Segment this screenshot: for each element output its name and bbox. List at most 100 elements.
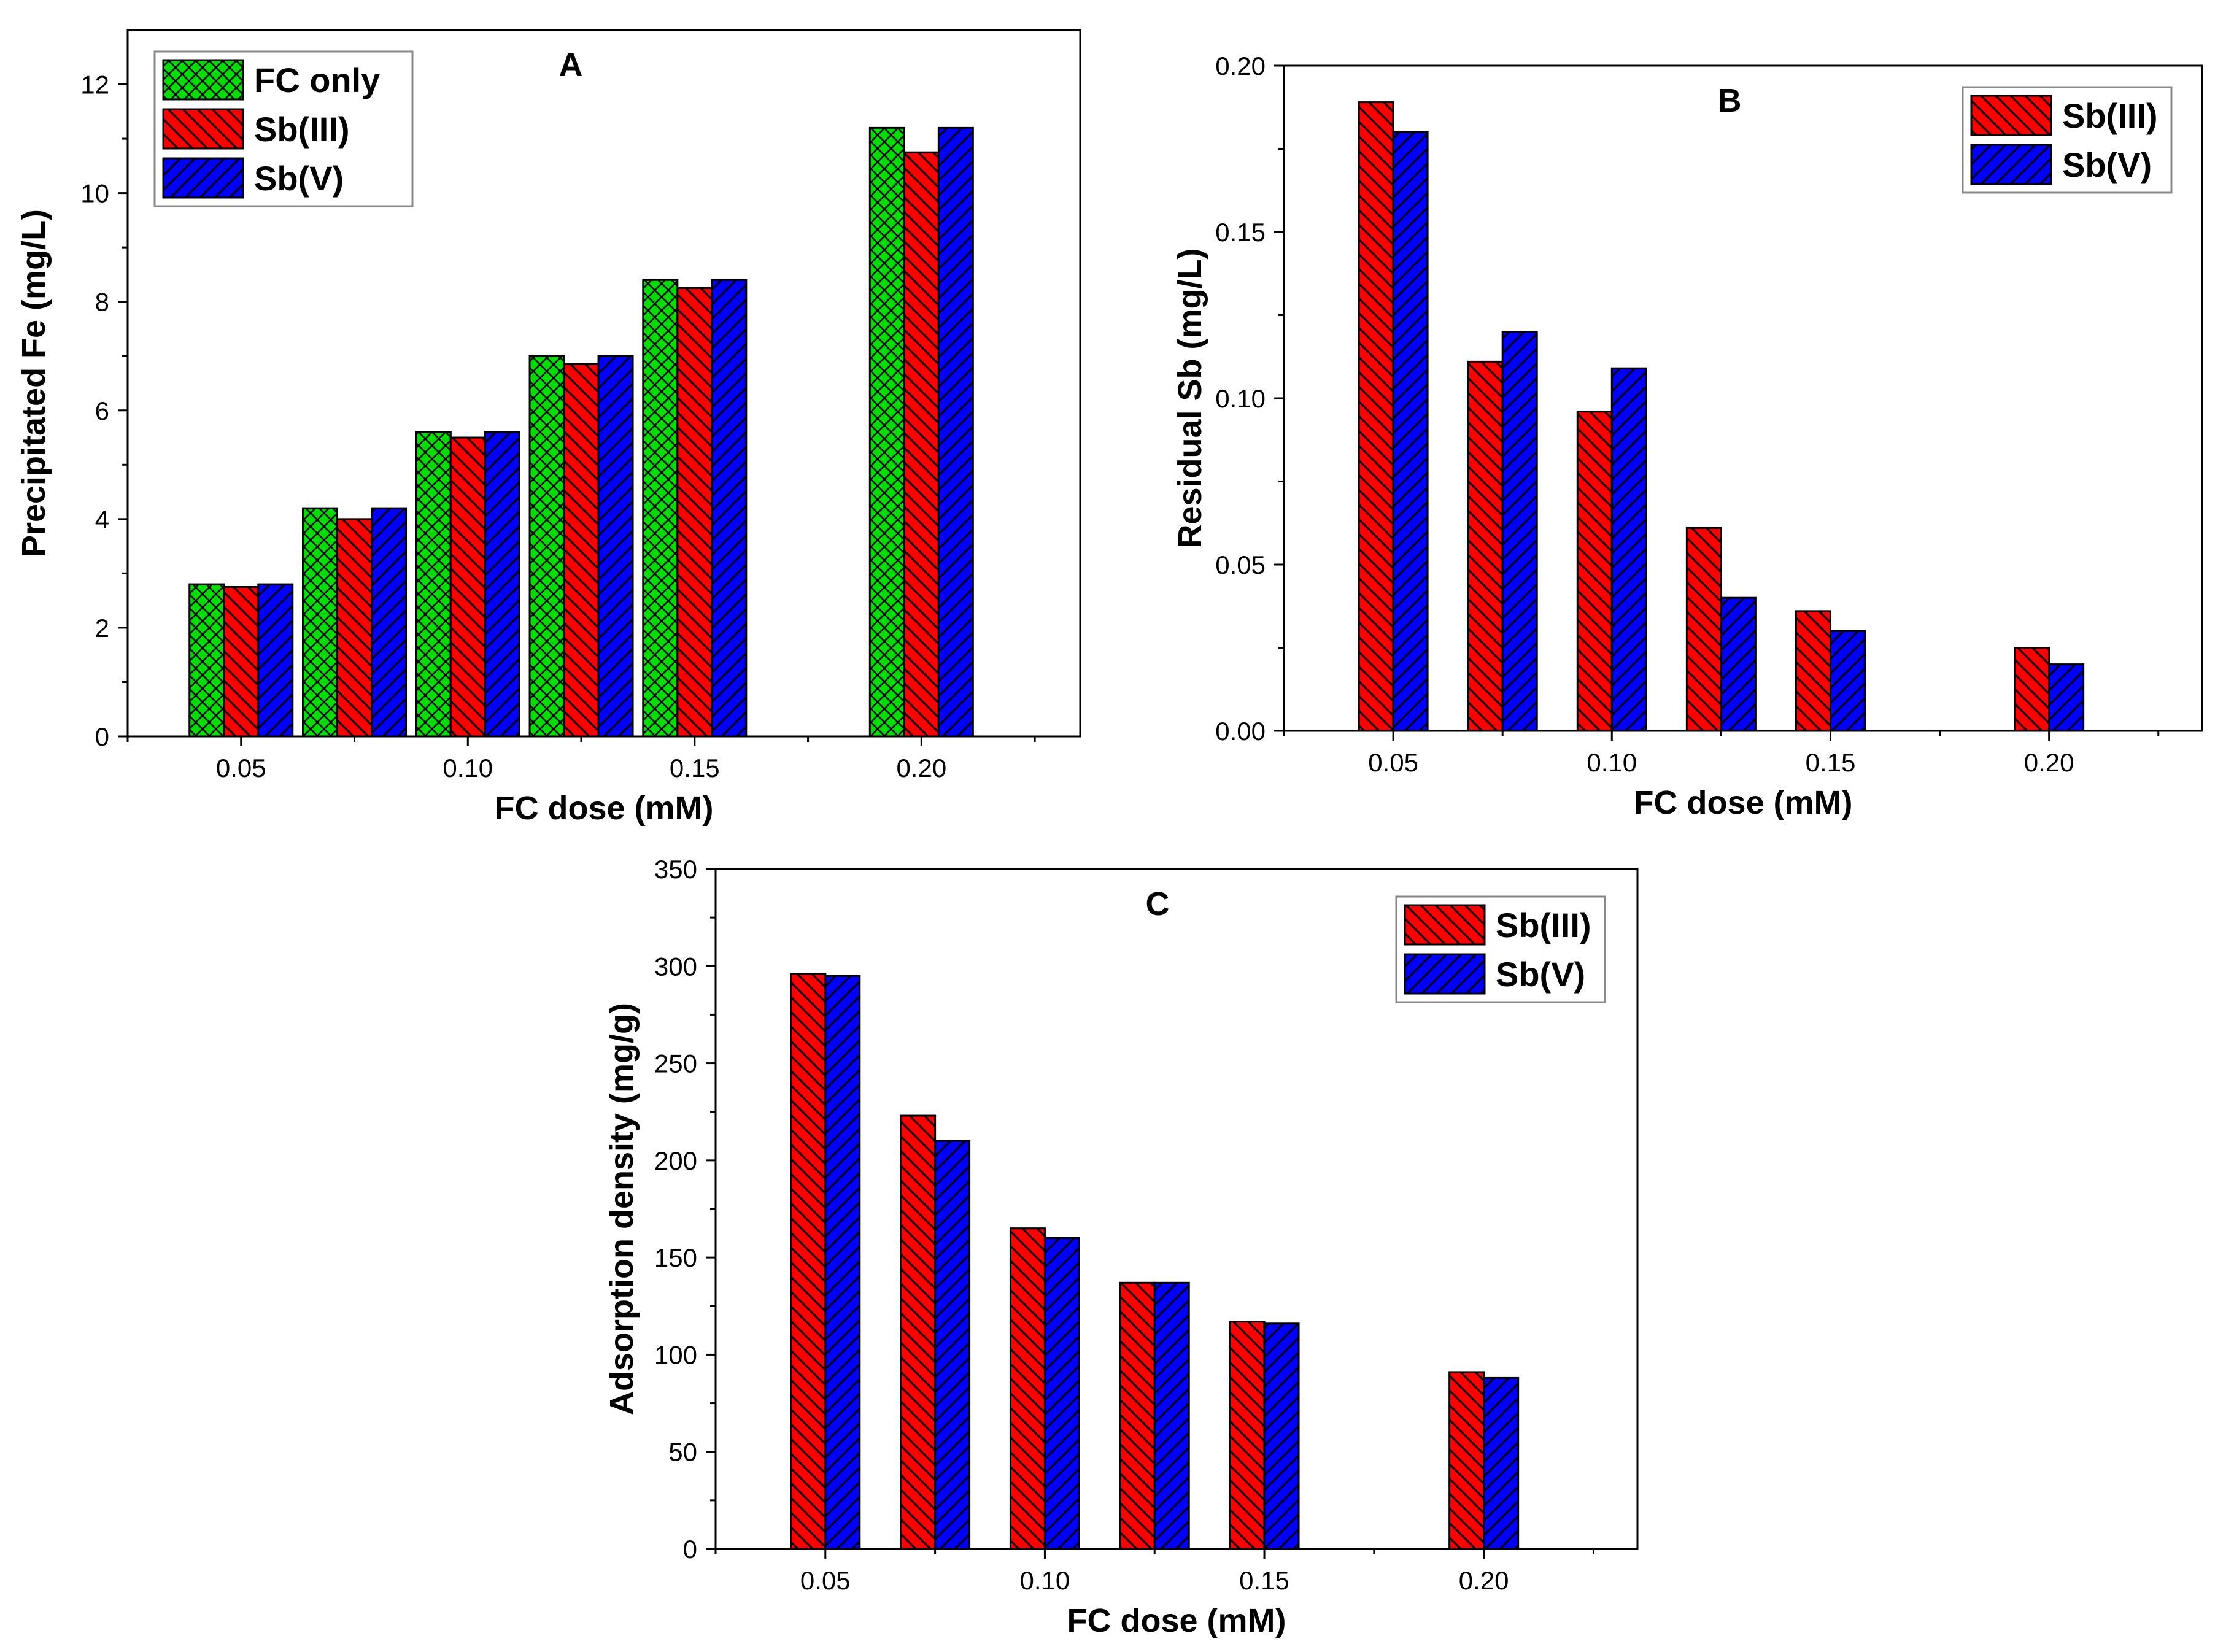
bar-a-fconly-2	[415, 431, 452, 738]
legend-label: Sb(III)	[2062, 96, 2158, 135]
y-tick-label: 4	[95, 505, 109, 534]
y-axis-label: Precipitated Fe (mg/L)	[15, 209, 52, 557]
bar-b-sbiii-2	[1576, 411, 1613, 732]
bar-b-sbv-5	[2048, 663, 2085, 732]
x-tick-label: 0.20	[1459, 1566, 1509, 1595]
bar-b-sbiii-0	[1358, 101, 1394, 732]
bar-c-sbv-1	[934, 1140, 971, 1550]
y-tick-label: 0	[683, 1535, 697, 1564]
y-tick-label: 300	[654, 952, 697, 981]
x-tick-label: 0.05	[216, 754, 266, 782]
x-axis-label: FC dose (mM)	[1634, 784, 1853, 821]
y-tick-label: 0.05	[1215, 550, 1266, 579]
bar-a-sbv-4	[711, 279, 748, 738]
y-tick-label: 0.20	[1215, 52, 1266, 80]
x-tick-label: 0.10	[1587, 748, 1637, 777]
x-tick-label: 0.10	[1020, 1566, 1070, 1595]
bar-a-fconly-1	[302, 507, 339, 738]
y-tick-label: 12	[80, 71, 109, 99]
bar-c-sbv-3	[1153, 1281, 1190, 1550]
legend-label: Sb(III)	[254, 110, 350, 149]
bar-a-sbv-1	[371, 507, 408, 738]
bar-a-sbv-3	[597, 355, 634, 738]
x-tick-label: 0.20	[896, 754, 946, 782]
legend-swatch	[162, 108, 244, 150]
legend-label: Sb(V)	[2062, 145, 2152, 184]
bar-a-sbv-0	[257, 583, 294, 738]
x-tick-label: 0.10	[443, 754, 493, 782]
y-tick-label: 100	[654, 1340, 697, 1369]
bar-c-sbv-5	[1483, 1376, 1520, 1550]
legend-swatch	[162, 157, 244, 199]
bar-a-fconly-0	[188, 583, 225, 738]
bar-c-sbv-4	[1263, 1322, 1300, 1550]
bar-a-fconly-4	[642, 279, 679, 738]
x-tick-label: 0.05	[800, 1566, 851, 1595]
bar-c-sbiii-0	[790, 973, 827, 1550]
bar-a-sbiii-1	[336, 518, 373, 738]
y-tick-label: 6	[95, 396, 109, 425]
chart-panel-b: 0.00 0.05 0.10 0.15 0.20 0.05 0.10 0.15 0.20 FC d…	[1172, 52, 2203, 821]
bar-b-sbiii-5	[2014, 647, 2050, 732]
bar-a-sbiii-5	[903, 151, 940, 738]
legend-label: Sb(V)	[1496, 955, 1585, 994]
y-tick-label: 2	[95, 614, 109, 643]
legend-label: Sb(V)	[254, 159, 344, 198]
y-tick-label: 250	[654, 1049, 697, 1078]
x-tick-label: 0.20	[2024, 748, 2074, 777]
bar-b-sbv-1	[1501, 331, 1538, 732]
legend-swatch	[1404, 953, 1486, 995]
x-tick-label: 0.15	[1806, 748, 1856, 777]
bar-c-sbiii-5	[1448, 1371, 1485, 1550]
bar-a-fconly-5	[868, 126, 905, 738]
legend-label: Sb(III)	[1496, 906, 1591, 944]
x-tick-label: 0.15	[670, 754, 720, 782]
legend-swatch	[1970, 95, 2052, 136]
x-axis-label: FC dose (mM)	[1067, 1602, 1286, 1639]
bar-c-sbv-2	[1043, 1237, 1080, 1550]
y-axis-label: Residual Sb (mg/L)	[1172, 248, 1208, 548]
bar-b-sbiii-3	[1685, 527, 1722, 732]
plot-frame	[126, 29, 1081, 738]
bar-c-sbiii-1	[900, 1114, 937, 1550]
panel-title: B	[1718, 82, 1742, 119]
legend-swatch	[1404, 904, 1486, 946]
chart-panels: 0 2 4 6 8 10 12 0.05 0.10 0.15 0.20 FC dose (mM) Pre…	[15, 29, 2203, 1639]
bar-a-sbiii-3	[563, 363, 600, 738]
y-tick-label: 50	[668, 1438, 697, 1467]
bar-b-sbv-3	[1720, 596, 1757, 732]
y-tick-label: 200	[654, 1146, 697, 1175]
panel-title: A	[559, 47, 583, 83]
bar-a-sbv-2	[484, 431, 520, 738]
y-tick-label: 0.00	[1215, 717, 1266, 746]
bar-a-sbiii-4	[676, 287, 713, 738]
bar-a-sbv-5	[937, 126, 974, 738]
bar-a-sbiii-0	[223, 586, 260, 738]
y-tick-label: 0	[95, 722, 109, 751]
bar-c-sbv-0	[824, 975, 861, 1550]
chart-panel-a: 0 2 4 6 8 10 12 0.05 0.10 0.15 0.20 FC dose (mM) Pre…	[15, 29, 1081, 827]
y-tick-label: 8	[95, 288, 109, 317]
x-tick-label: 0.15	[1239, 1566, 1289, 1595]
bar-c-sbiii-2	[1009, 1227, 1046, 1550]
bar-b-sbiii-1	[1467, 360, 1504, 732]
bar-a-sbiii-2	[449, 436, 486, 738]
legend-swatch	[162, 59, 244, 101]
chart-panel-c: 0 50 100 150 200 250 300 350 0.05 0.10 0.15 0.20 FC …	[603, 855, 1639, 1639]
y-tick-label: 10	[80, 179, 109, 208]
y-axis-label: Adsorption density (mg/g)	[603, 1003, 640, 1415]
legend-label: FC only	[254, 61, 380, 99]
legend-swatch	[1970, 144, 2052, 185]
x-tick-label: 0.05	[1368, 748, 1418, 777]
bar-a-fconly-3	[528, 355, 565, 738]
bar-b-sbiii-4	[1795, 610, 1831, 732]
bar-b-sbv-0	[1392, 131, 1429, 732]
y-tick-label: 150	[654, 1243, 697, 1272]
bar-c-sbiii-3	[1119, 1281, 1156, 1550]
bar-c-sbiii-4	[1229, 1321, 1266, 1550]
y-tick-label: 350	[654, 855, 697, 884]
y-tick-label: 0.10	[1215, 384, 1266, 413]
x-axis-label: FC dose (mM)	[495, 790, 714, 827]
bar-b-sbv-4	[1829, 630, 1866, 732]
